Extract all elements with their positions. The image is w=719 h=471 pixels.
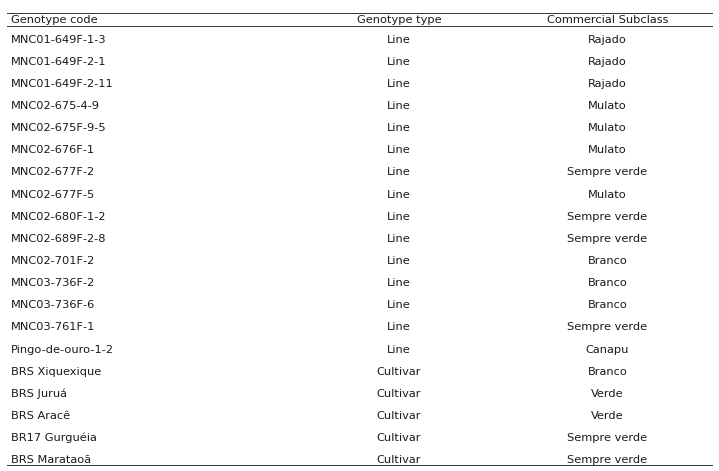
Text: Line: Line: [387, 300, 411, 310]
Text: Line: Line: [387, 35, 411, 45]
Text: MNC02-676F-1: MNC02-676F-1: [11, 146, 95, 155]
Text: Sempre verde: Sempre verde: [567, 212, 648, 222]
Text: BRS Aracê: BRS Aracê: [11, 411, 70, 421]
Text: Sempre verde: Sempre verde: [567, 455, 648, 465]
Text: MNC01-649F-2-11: MNC01-649F-2-11: [11, 79, 114, 89]
Text: Line: Line: [387, 101, 411, 111]
Text: Line: Line: [387, 190, 411, 200]
Text: BR17 Gurguéia: BR17 Gurguéia: [11, 433, 96, 443]
Text: Cultivar: Cultivar: [377, 367, 421, 377]
Text: Pingo-de-ouro-1-2: Pingo-de-ouro-1-2: [11, 345, 114, 355]
Text: Cultivar: Cultivar: [377, 389, 421, 399]
Text: MNC03-736F-6: MNC03-736F-6: [11, 300, 95, 310]
Text: MNC01-649F-2-1: MNC01-649F-2-1: [11, 57, 106, 67]
Text: BRS Juruá: BRS Juruá: [11, 389, 67, 399]
Text: Sempre verde: Sempre verde: [567, 234, 648, 244]
Text: Rajado: Rajado: [588, 79, 627, 89]
Text: MNC02-689F-2-8: MNC02-689F-2-8: [11, 234, 106, 244]
Text: Line: Line: [387, 146, 411, 155]
Text: Line: Line: [387, 234, 411, 244]
Text: Cultivar: Cultivar: [377, 411, 421, 421]
Text: Branco: Branco: [587, 278, 628, 288]
Text: MNC02-677F-2: MNC02-677F-2: [11, 168, 95, 178]
Text: Branco: Branco: [587, 256, 628, 266]
Text: MNC02-680F-1-2: MNC02-680F-1-2: [11, 212, 106, 222]
Text: Line: Line: [387, 278, 411, 288]
Text: Cultivar: Cultivar: [377, 433, 421, 443]
Text: Mulato: Mulato: [588, 146, 627, 155]
Text: Line: Line: [387, 123, 411, 133]
Text: Line: Line: [387, 345, 411, 355]
Text: MNC01-649F-1-3: MNC01-649F-1-3: [11, 35, 106, 45]
Text: Rajado: Rajado: [588, 57, 627, 67]
Text: BRS Marataoã: BRS Marataoã: [11, 455, 91, 465]
Text: Genotype code: Genotype code: [11, 15, 97, 24]
Text: Genotype type: Genotype type: [357, 15, 441, 24]
Text: Line: Line: [387, 168, 411, 178]
Text: MNC02-677F-5: MNC02-677F-5: [11, 190, 95, 200]
Text: Line: Line: [387, 212, 411, 222]
Text: Branco: Branco: [587, 367, 628, 377]
Text: Line: Line: [387, 323, 411, 333]
Text: Rajado: Rajado: [588, 35, 627, 45]
Text: Canapu: Canapu: [586, 345, 629, 355]
Text: Line: Line: [387, 256, 411, 266]
Text: Cultivar: Cultivar: [377, 455, 421, 465]
Text: Verde: Verde: [591, 411, 624, 421]
Text: Verde: Verde: [591, 389, 624, 399]
Text: Mulato: Mulato: [588, 101, 627, 111]
Text: Commercial Subclass: Commercial Subclass: [547, 15, 668, 24]
Text: Sempre verde: Sempre verde: [567, 323, 648, 333]
Text: Sempre verde: Sempre verde: [567, 433, 648, 443]
Text: Mulato: Mulato: [588, 123, 627, 133]
Text: Line: Line: [387, 57, 411, 67]
Text: Sempre verde: Sempre verde: [567, 168, 648, 178]
Text: Line: Line: [387, 79, 411, 89]
Text: BRS Xiquexique: BRS Xiquexique: [11, 367, 101, 377]
Text: MNC02-675F-9-5: MNC02-675F-9-5: [11, 123, 106, 133]
Text: MNC03-761F-1: MNC03-761F-1: [11, 323, 95, 333]
Text: MNC02-701F-2: MNC02-701F-2: [11, 256, 95, 266]
Text: MNC02-675-4-9: MNC02-675-4-9: [11, 101, 100, 111]
Text: Mulato: Mulato: [588, 190, 627, 200]
Text: Branco: Branco: [587, 300, 628, 310]
Text: MNC03-736F-2: MNC03-736F-2: [11, 278, 95, 288]
